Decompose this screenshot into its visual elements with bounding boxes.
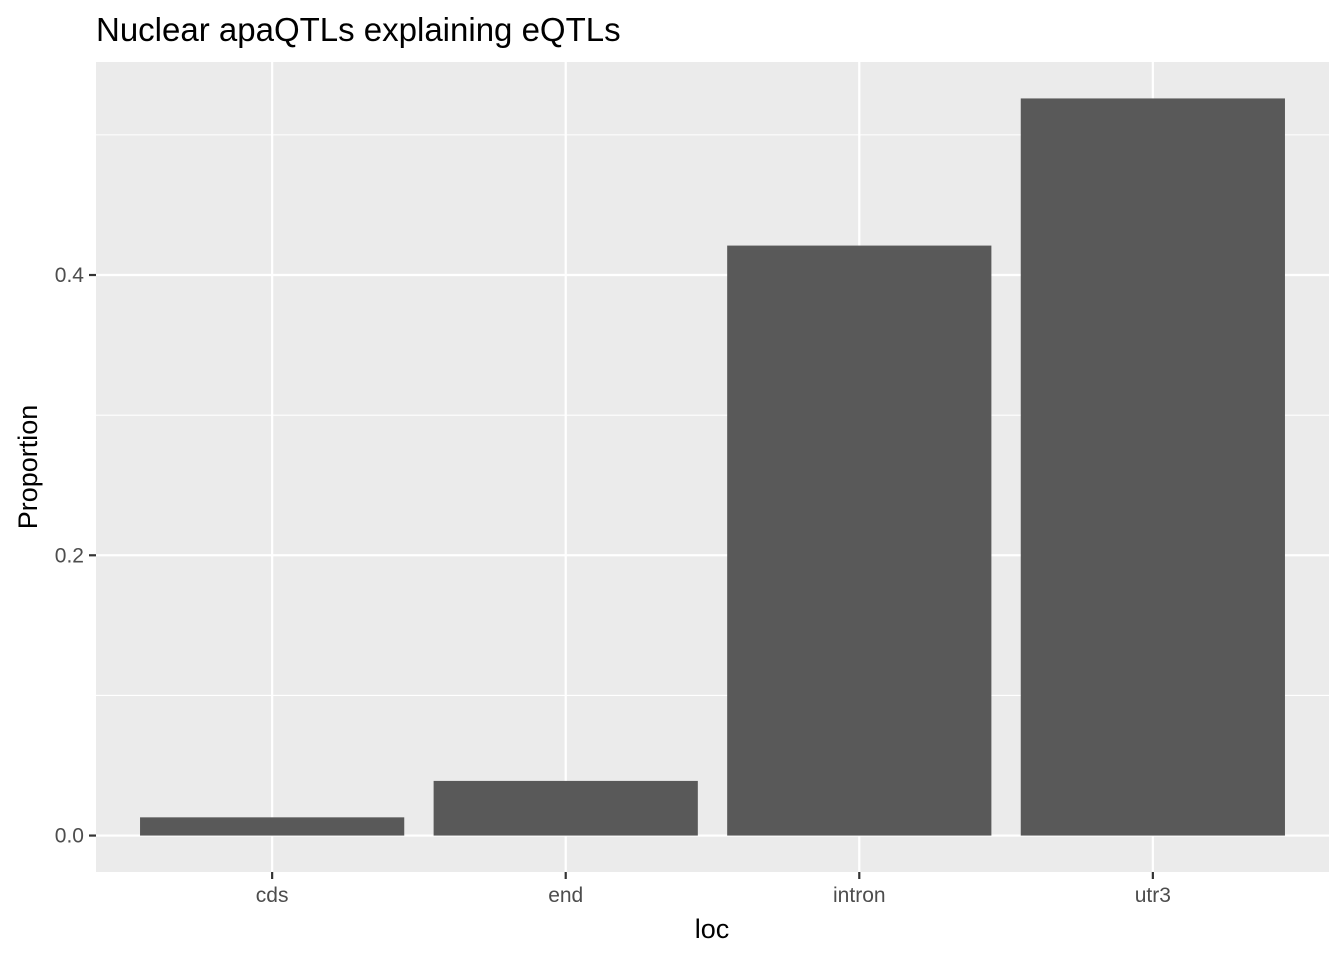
y-axis: 0.0 0.2 0.4 <box>55 264 96 848</box>
y-tick-label: 0.0 <box>55 825 84 848</box>
y-tick-label: 0.4 <box>55 264 85 287</box>
bar-cds <box>140 817 405 836</box>
y-tick-label: 0.2 <box>55 544 84 567</box>
bar-intron <box>727 245 992 836</box>
bar-utr3 <box>1020 98 1285 836</box>
x-axis-title: loc <box>695 914 730 944</box>
bar-end <box>433 780 698 836</box>
x-axis: cds end intron utr3 <box>256 872 1171 907</box>
x-tick-label: intron <box>833 884 886 907</box>
y-axis-title: Proportion <box>13 405 43 530</box>
chart-title: Nuclear apaQTLs explaining eQTLs <box>96 11 621 48</box>
x-tick-label: cds <box>256 884 289 907</box>
bars <box>140 98 1285 836</box>
x-tick-label: utr3 <box>1135 884 1171 907</box>
x-tick-label: end <box>548 884 583 907</box>
